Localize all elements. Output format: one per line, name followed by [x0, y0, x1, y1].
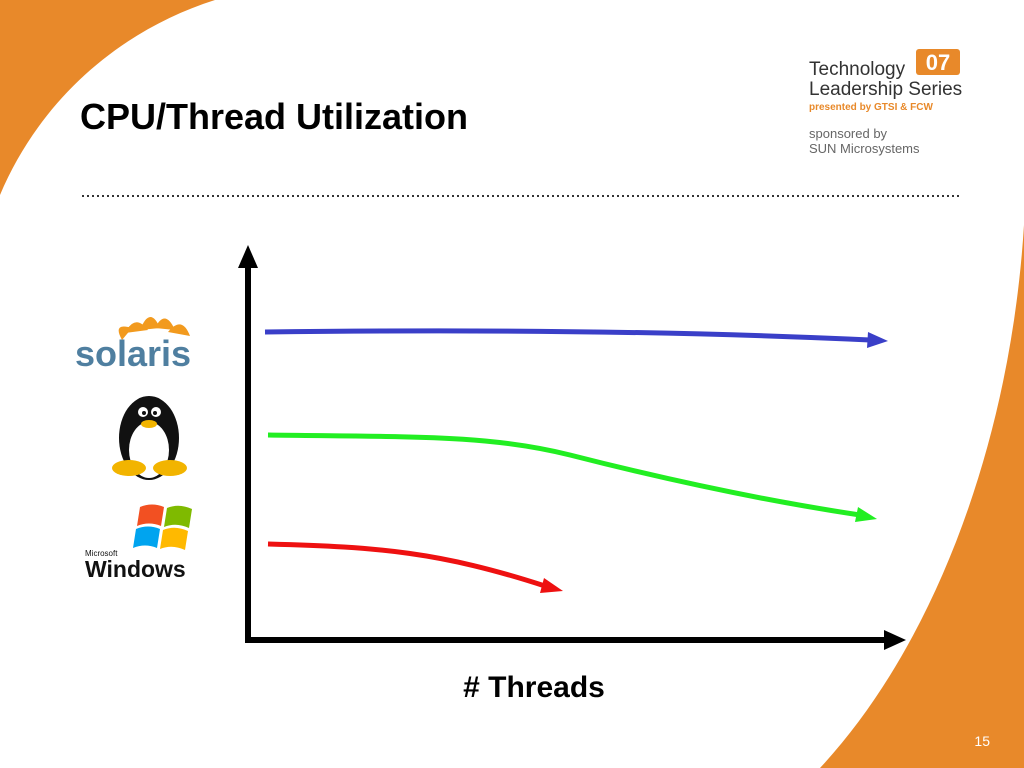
slide-title: CPU/Thread Utilization	[80, 96, 468, 137]
corner-swoosh	[820, 225, 1024, 768]
linux-penguin	[112, 396, 187, 480]
sponsor-label: sponsored by	[809, 126, 888, 141]
corner-swoosh	[0, 0, 215, 195]
arrow-head	[540, 578, 563, 593]
sponsor: SUN Microsystems	[809, 141, 920, 156]
windows-logo: Microsoft Windows	[85, 504, 192, 582]
solaris-logo: solaris	[75, 316, 191, 374]
presenter: presented by GTSI & FCW	[809, 102, 933, 113]
branding: Technology 07 Leadership Series presente…	[809, 49, 962, 156]
year-badge	[916, 49, 960, 75]
solaris-text: solaris	[75, 333, 191, 374]
arrow-head	[884, 630, 906, 650]
series-name: Technology	[809, 59, 906, 80]
page-number: 15	[974, 733, 990, 749]
series-subtitle: Leadership Series	[809, 79, 962, 100]
series-year: 07	[926, 50, 950, 75]
linux-curve	[267, 432, 861, 518]
x-axis-label: # Threads	[463, 671, 605, 704]
axes	[238, 245, 906, 650]
windows-brand: Microsoft	[85, 549, 118, 558]
arrow-head	[855, 507, 877, 522]
sun-rays	[118, 316, 190, 340]
arrow-head	[238, 245, 258, 268]
solaris-curve	[264, 328, 871, 343]
arrow-head	[867, 332, 888, 348]
windows-curve	[267, 541, 546, 589]
windows-text: Windows	[85, 556, 186, 582]
